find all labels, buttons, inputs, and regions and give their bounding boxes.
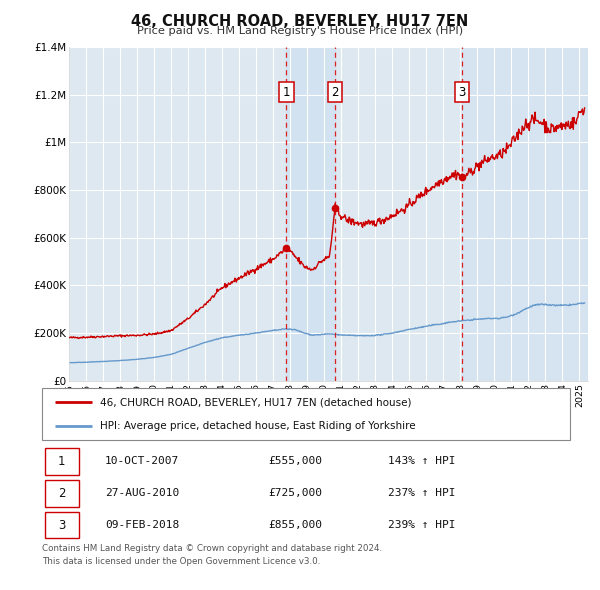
Text: £855,000: £855,000: [268, 520, 322, 530]
Text: Contains HM Land Registry data © Crown copyright and database right 2024.: Contains HM Land Registry data © Crown c…: [42, 544, 382, 553]
Text: 3: 3: [458, 86, 466, 99]
Text: 239% ↑ HPI: 239% ↑ HPI: [388, 520, 456, 530]
Text: £555,000: £555,000: [268, 457, 322, 466]
Bar: [44, 480, 79, 507]
Text: £725,000: £725,000: [268, 489, 322, 498]
Text: 3: 3: [58, 519, 65, 532]
Text: 1: 1: [58, 455, 65, 468]
Bar: [44, 448, 79, 475]
Text: 237% ↑ HPI: 237% ↑ HPI: [388, 489, 456, 498]
Bar: [44, 512, 79, 539]
Text: 1: 1: [283, 86, 290, 99]
Text: 46, CHURCH ROAD, BEVERLEY, HU17 7EN (detached house): 46, CHURCH ROAD, BEVERLEY, HU17 7EN (det…: [100, 397, 412, 407]
Bar: [286, 47, 335, 381]
Text: Price paid vs. HM Land Registry's House Price Index (HPI): Price paid vs. HM Land Registry's House …: [137, 26, 463, 36]
Text: This data is licensed under the Open Government Licence v3.0.: This data is licensed under the Open Gov…: [42, 557, 320, 566]
Text: 10-OCT-2007: 10-OCT-2007: [105, 457, 179, 466]
Text: 09-FEB-2018: 09-FEB-2018: [105, 520, 179, 530]
Text: HPI: Average price, detached house, East Riding of Yorkshire: HPI: Average price, detached house, East…: [100, 421, 416, 431]
Text: 2: 2: [332, 86, 339, 99]
Text: 2: 2: [58, 487, 65, 500]
Text: 143% ↑ HPI: 143% ↑ HPI: [388, 457, 456, 466]
Text: 27-AUG-2010: 27-AUG-2010: [105, 489, 179, 498]
Text: 46, CHURCH ROAD, BEVERLEY, HU17 7EN: 46, CHURCH ROAD, BEVERLEY, HU17 7EN: [131, 14, 469, 28]
Bar: [462, 47, 588, 381]
